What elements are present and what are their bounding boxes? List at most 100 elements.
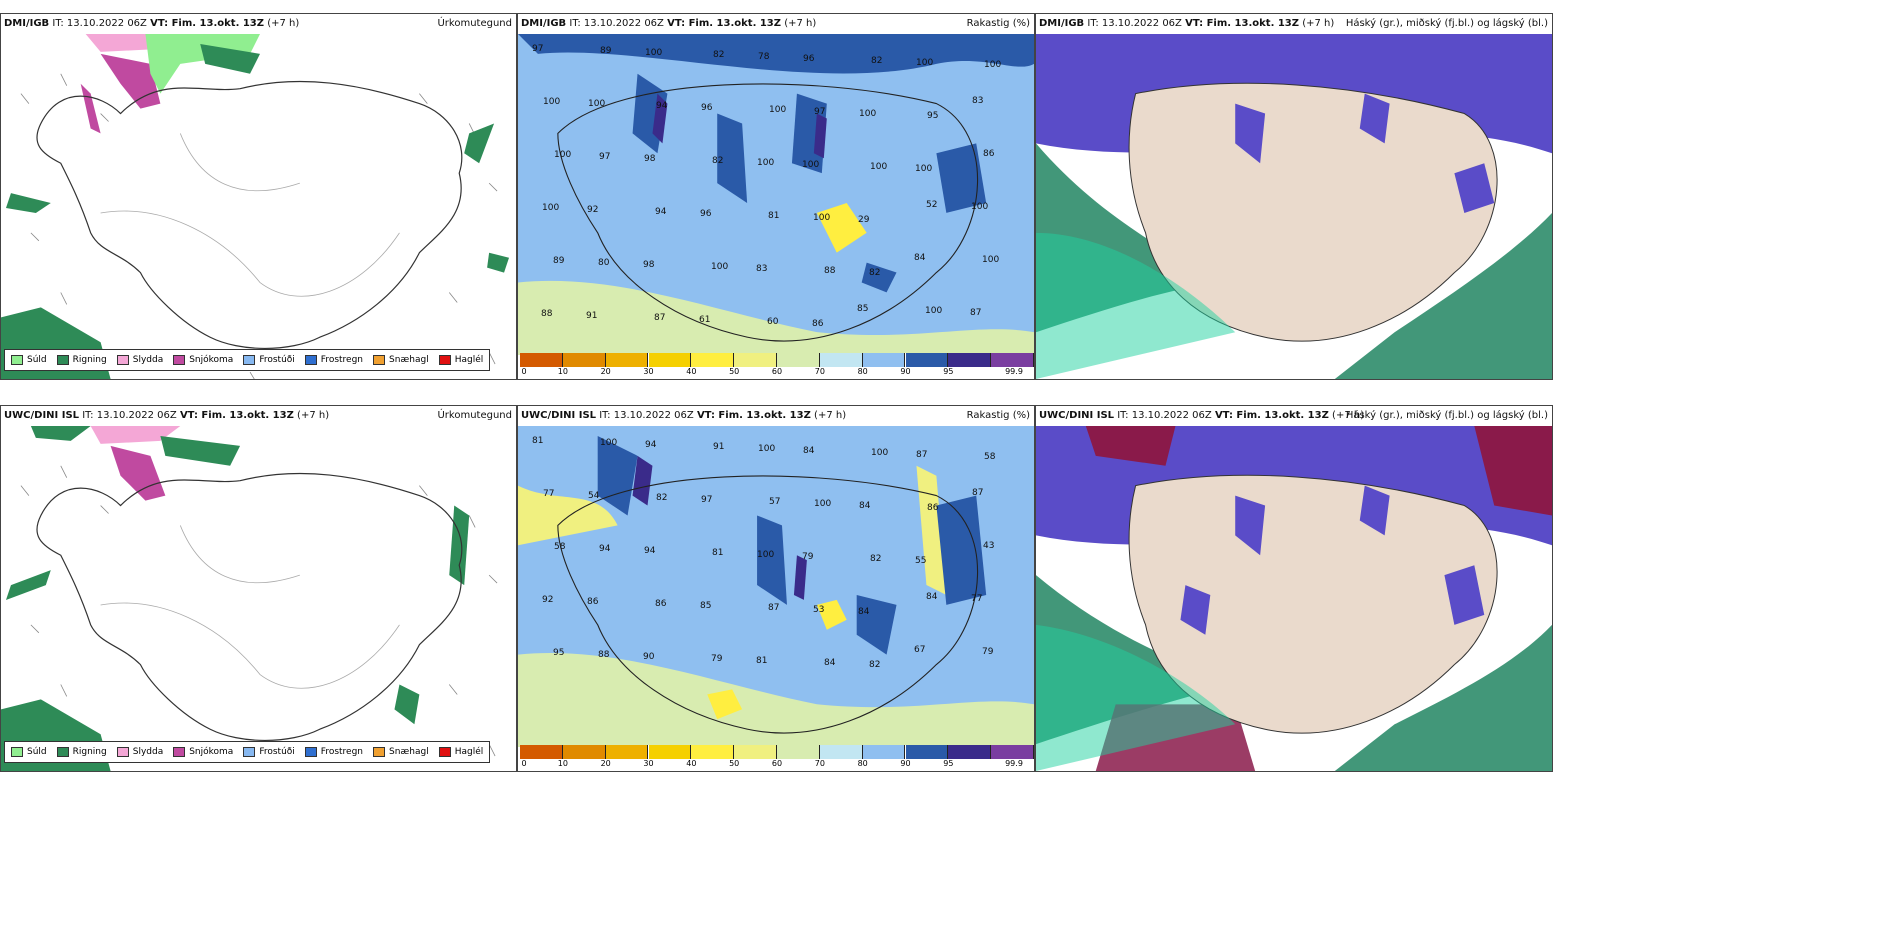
humidity-value-label: 60 — [767, 317, 779, 327]
humidity-value-label: 90 — [643, 652, 655, 662]
humidity-value-label: 100 — [588, 99, 606, 109]
legend-item: Haglél — [438, 747, 483, 757]
colorbar-segment — [691, 353, 735, 367]
legend-item: Frostregn — [304, 355, 363, 365]
model-name: UWC/DINI ISL — [4, 410, 80, 421]
colorbar-segment — [991, 745, 1034, 759]
humidity-colorbar: 0 10 20 30 40 50 60 70 80 90 95 99.9 — [520, 745, 1034, 769]
colorbar-tick: 10 — [557, 367, 568, 376]
colorbar-tick: 20 — [600, 367, 611, 376]
colorbar-tick: 0 — [521, 759, 527, 768]
humidity-value-label: 96 — [700, 209, 712, 219]
humidity-value-label: 100 — [982, 255, 1000, 265]
humidity-value-label: 78 — [758, 52, 770, 62]
humidity-value-label: 100 — [915, 164, 933, 174]
panel-humidity-uwc: UWC/DINI ISL IT: 13.10.2022 06Z VT: Fim.… — [517, 405, 1035, 772]
humidity-value-label: 52 — [926, 200, 938, 210]
humidity-value-label: 82 — [656, 493, 668, 503]
humidity-value-label: 82 — [871, 56, 883, 66]
humidity-value-label: 55 — [915, 556, 927, 566]
humidity-value-label: 100 — [814, 499, 832, 509]
legend-item: Rigning — [56, 355, 107, 365]
valid-time: VT: Fim. 13.okt. 13Z — [667, 18, 782, 29]
valid-time: VT: Fim. 13.okt. 13Z — [1185, 18, 1300, 29]
humidity-value-label: 80 — [598, 258, 610, 268]
humidity-value-label: 95 — [553, 648, 565, 658]
legend-item: Rigning — [56, 747, 107, 757]
humidity-value-label: 100 — [916, 58, 934, 68]
humidity-value-label: 84 — [926, 592, 938, 602]
rain-areas — [1, 43, 510, 379]
humidity-value-label: 79 — [711, 654, 723, 664]
valid-time: VT: Fim. 13.okt. 13Z — [179, 410, 294, 421]
humidity-value-label: 94 — [644, 546, 656, 556]
humidity-value-label: 86 — [927, 503, 939, 513]
colorbar-segment — [819, 745, 863, 759]
roads — [100, 133, 400, 297]
humidity-value-label: 83 — [972, 96, 984, 106]
colorbar-segment — [605, 745, 649, 759]
humidity-value-label: 86 — [983, 149, 995, 159]
humidity-value-label: 88 — [824, 266, 836, 276]
panel-header: DMI/IGB IT: 13.10.2022 06Z VT: Fim. 13.o… — [518, 14, 1034, 34]
panel-header: UWC/DINI ISL IT: 13.10.2022 06Z VT: Fim.… — [518, 406, 1034, 426]
init-time: IT: 13.10.2022 06Z — [599, 410, 694, 421]
humidity-value-label: 100 — [971, 202, 989, 212]
legend-item: Súld — [11, 355, 47, 365]
panel-title: Rakastig (%) — [966, 410, 1030, 421]
model-name: UWC/DINI ISL — [1039, 410, 1115, 421]
humidity-value-label: 100 — [871, 448, 889, 458]
humidity-value-label: 81 — [768, 211, 780, 221]
panel-title: Háský (gr.), miðský (fj.bl.) og lágský (… — [1345, 410, 1548, 421]
panel-header: UWC/DINI ISL IT: 13.10.2022 06Z VT: Fim.… — [1036, 406, 1552, 426]
iceland-outline — [36, 80, 463, 349]
colorbar-tick: 95 — [943, 759, 954, 768]
model-name: DMI/IGB — [4, 18, 50, 29]
humidity-value-label: 85 — [700, 601, 712, 611]
humidity-value-label: 87 — [768, 603, 780, 613]
humidity-value-label: 43 — [983, 541, 995, 551]
colorbar-tick: 90 — [900, 367, 911, 376]
humidity-value-label: 81 — [756, 656, 768, 666]
humidity-value-label: 86 — [587, 597, 599, 607]
legend-item: Frostregn — [304, 747, 363, 757]
panel-humidity-dmi: DMI/IGB IT: 13.10.2022 06Z VT: Fim. 13.o… — [517, 13, 1035, 380]
colorbar-segment — [948, 745, 992, 759]
valid-time: VT: Fim. 13.okt. 13Z — [696, 410, 811, 421]
colorbar-segment — [777, 745, 820, 759]
humidity-value-label: 86 — [812, 319, 824, 329]
humidity-value-label: 58 — [554, 542, 566, 552]
humidity-value-label: 100 — [769, 105, 787, 115]
humidity-value-label: 94 — [645, 440, 657, 450]
humidity-value-label: 100 — [758, 444, 776, 454]
colorbar-tick: 99.9 — [1005, 759, 1023, 768]
legend-item: Frostúði — [243, 747, 295, 757]
panel-header: DMI/IGB IT: 13.10.2022 06Z VT: Fim. 13.o… — [1, 14, 516, 34]
humidity-value-label: 100 — [757, 158, 775, 168]
colorbar-tick: 60 — [771, 367, 783, 376]
humidity-value-label: 79 — [802, 552, 814, 562]
colorbar-tick: 40 — [686, 367, 697, 376]
forecast-step: (+7 h) — [1332, 410, 1365, 421]
cloud-map — [1036, 426, 1552, 771]
humidity-value-label: 97 — [599, 152, 611, 162]
colorbar-tick: 80 — [857, 367, 868, 376]
colorbar-segment — [734, 353, 777, 367]
legend-item: Haglél — [438, 355, 483, 365]
precip-type-legend: Súld Rigning Slydda Snjókoma Frostúði Fr… — [4, 741, 491, 763]
humidity-value-label: 82 — [869, 660, 881, 670]
humidity-value-label: 84 — [803, 446, 815, 456]
colorbar-segment — [648, 745, 692, 759]
legend-item: Snæhagl — [373, 747, 429, 757]
humidity-value-label: 88 — [541, 309, 553, 319]
panel-title: Rakastig (%) — [966, 18, 1030, 29]
model-name: DMI/IGB — [521, 18, 567, 29]
panel-clouds-uwc: UWC/DINI ISL IT: 13.10.2022 06Z VT: Fim.… — [1035, 405, 1553, 772]
colorbar-segment — [562, 745, 606, 759]
humidity-value-label: 57 — [769, 497, 781, 507]
colorbar-tick: 70 — [814, 367, 825, 376]
model-name: DMI/IGB — [1039, 18, 1085, 29]
humidity-value-label: 98 — [643, 260, 655, 270]
humidity-value-label: 91 — [713, 442, 725, 452]
colorbar-segment — [991, 353, 1034, 367]
